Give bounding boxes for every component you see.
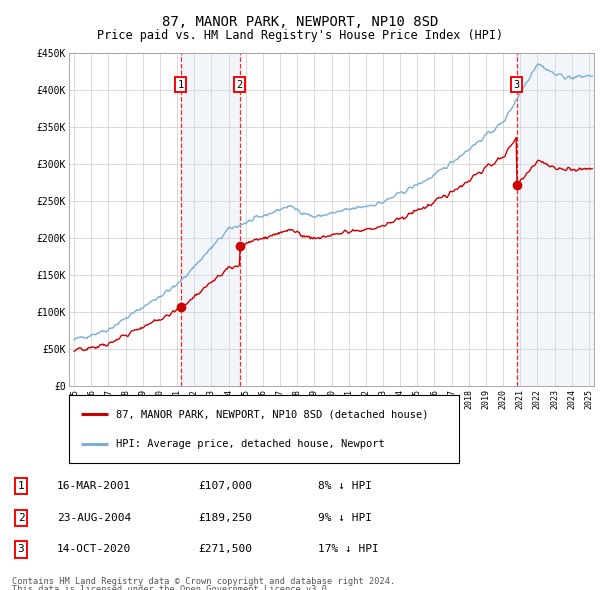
Text: £107,000: £107,000 <box>198 481 252 491</box>
Bar <box>181 53 240 386</box>
Text: 8% ↓ HPI: 8% ↓ HPI <box>318 481 372 491</box>
Text: 16-MAR-2001: 16-MAR-2001 <box>57 481 131 491</box>
Text: 3: 3 <box>514 80 520 90</box>
Text: 1: 1 <box>178 80 184 90</box>
Text: 9% ↓ HPI: 9% ↓ HPI <box>318 513 372 523</box>
Text: Price paid vs. HM Land Registry's House Price Index (HPI): Price paid vs. HM Land Registry's House … <box>97 30 503 42</box>
Text: This data is licensed under the Open Government Licence v3.0.: This data is licensed under the Open Gov… <box>12 585 332 590</box>
Text: 23-AUG-2004: 23-AUG-2004 <box>57 513 131 523</box>
Text: HPI: Average price, detached house, Newport: HPI: Average price, detached house, Newp… <box>116 439 385 449</box>
Bar <box>517 53 594 386</box>
Text: 1: 1 <box>17 481 25 491</box>
Text: 87, MANOR PARK, NEWPORT, NP10 8SD (detached house): 87, MANOR PARK, NEWPORT, NP10 8SD (detac… <box>116 409 428 419</box>
Text: £189,250: £189,250 <box>198 513 252 523</box>
Text: 14-OCT-2020: 14-OCT-2020 <box>57 545 131 555</box>
Text: Contains HM Land Registry data © Crown copyright and database right 2024.: Contains HM Land Registry data © Crown c… <box>12 577 395 586</box>
Text: 3: 3 <box>17 545 25 555</box>
Text: 87, MANOR PARK, NEWPORT, NP10 8SD: 87, MANOR PARK, NEWPORT, NP10 8SD <box>162 15 438 29</box>
Text: 2: 2 <box>236 80 243 90</box>
Text: 2: 2 <box>17 513 25 523</box>
Text: £271,500: £271,500 <box>198 545 252 555</box>
Text: 17% ↓ HPI: 17% ↓ HPI <box>318 545 379 555</box>
